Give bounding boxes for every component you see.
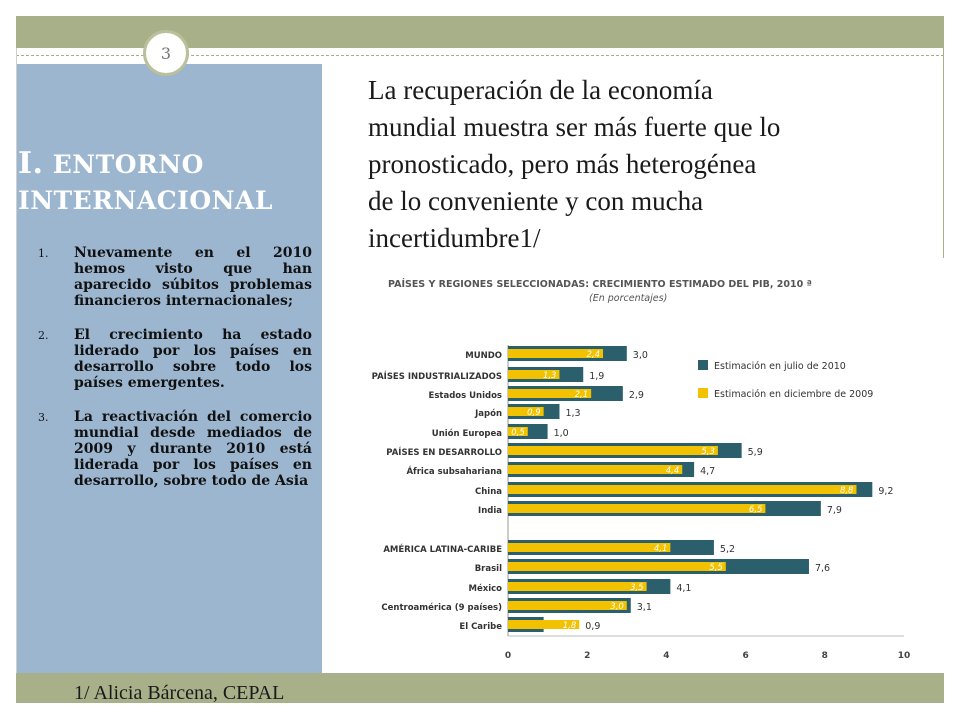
- data-label-july: 1,3: [565, 408, 580, 419]
- data-label-july: 4,1: [676, 583, 691, 594]
- footnote: 1/ Alicia Bárcena, CEPAL: [74, 682, 285, 704]
- section-title-line2: INTERNACIONAL: [18, 186, 273, 215]
- headline-line: de lo conveniente y con mucha: [368, 186, 704, 216]
- right-border: [943, 48, 944, 258]
- data-label-july: 5,2: [720, 544, 735, 555]
- section-title: I. ENTORNO INTERNACIONAL: [18, 146, 318, 219]
- data-label-july: 5,9: [748, 447, 763, 458]
- headline: La recuperación de la economía mundial m…: [368, 72, 938, 257]
- data-label-july: 9,2: [878, 486, 893, 497]
- bottom-band: [16, 673, 944, 703]
- x-tick-label: 0: [505, 651, 511, 661]
- data-label-july: 2,9: [629, 390, 644, 401]
- data-label-july: 0,9: [585, 621, 600, 632]
- category-label: Unión Europea: [432, 428, 502, 439]
- data-label-december: 1,3: [543, 371, 557, 381]
- bar-december: [508, 370, 560, 379]
- bullet-text: El crecimiento ha estado liderado por lo…: [74, 327, 312, 391]
- category-label: China: [475, 487, 502, 497]
- bar-december: [508, 620, 580, 629]
- data-label-december: 5,5: [709, 563, 723, 573]
- data-label-december: 0,5: [511, 428, 525, 438]
- bullet-number: 2.: [38, 329, 49, 342]
- bullet-item: 1. Nuevamente en el 2010 hemos visto que…: [38, 245, 312, 309]
- bullet-number: 1.: [38, 247, 49, 260]
- data-label-december: 2,1: [575, 390, 589, 400]
- data-label-july: 7,6: [815, 563, 830, 574]
- bar-december: [508, 407, 544, 416]
- category-label: Japón: [474, 408, 502, 419]
- category-label: Estados Unidos: [429, 391, 502, 401]
- bar-december: [508, 485, 857, 494]
- category-label: Centroamérica (9 países): [381, 602, 502, 613]
- bar-december: [508, 504, 766, 513]
- data-label-december: 4,1: [654, 544, 668, 554]
- legend-swatch-july: [698, 360, 708, 370]
- x-tick-label: 10: [898, 651, 911, 661]
- legend-label-july: Estimación en julio de 2010: [714, 361, 846, 372]
- data-label-december: 8,8: [840, 486, 854, 496]
- data-label-december: 0,9: [527, 408, 541, 418]
- category-label: AMÉRICA LATINA-CARIBE: [383, 543, 502, 555]
- category-label: África subsahariana: [406, 465, 502, 477]
- bar-december: [508, 562, 726, 571]
- data-label-december: 1,8: [563, 621, 577, 631]
- headline-line: pronosticado, pero más heterogénea: [368, 149, 757, 179]
- data-label-december: 4,4: [666, 466, 680, 476]
- chart-subtitle: (En porcentajes): [589, 293, 667, 304]
- bar-december: [508, 427, 528, 436]
- left-border: [16, 48, 17, 673]
- data-label-july: 3,0: [633, 350, 648, 361]
- headline-line: La recuperación de la economía: [368, 75, 713, 105]
- category-label: PAÍSES EN DESARROLLO: [386, 446, 502, 458]
- x-tick-label: 8: [822, 651, 828, 661]
- bar-december: [508, 446, 718, 455]
- x-tick-label: 2: [584, 651, 590, 661]
- legend-label-december: Estimación en diciembre de 2009: [714, 389, 873, 400]
- bar-december: [508, 601, 627, 610]
- bullet-number: 3.: [38, 411, 49, 424]
- section-title-line1: ENTORNO: [52, 150, 204, 179]
- headline-line: mundial muestra ser más fuerte que lo: [368, 112, 781, 142]
- x-tick-label: 6: [742, 651, 748, 661]
- category-label: El Caribe: [459, 622, 502, 632]
- page-number: 3: [160, 43, 172, 63]
- bar-december: [508, 349, 604, 358]
- page-number-badge: 3: [143, 30, 189, 76]
- category-label: PAÍSES INDUSTRIALIZADOS: [372, 370, 502, 382]
- bar-december: [508, 465, 683, 474]
- section-number: I.: [18, 146, 44, 181]
- data-label-december: 2,4: [587, 350, 601, 360]
- bullet-item: 3. La reactivación del comercio mundial …: [38, 409, 312, 489]
- chart-title: PAÍSES Y REGIONES SELECCIONADAS: CRECIMI…: [388, 278, 812, 290]
- headline-line: incertidumbre1/: [368, 223, 541, 253]
- bullet-text: Nuevamente en el 2010 hemos visto que ha…: [74, 245, 312, 309]
- legend-swatch-december: [698, 388, 708, 398]
- top-dotted-divider: [16, 55, 944, 56]
- bar-december: [508, 543, 671, 552]
- data-label-july: 3,1: [637, 602, 652, 613]
- data-label-july: 1,9: [589, 371, 604, 382]
- x-tick-label: 4: [663, 651, 669, 661]
- category-label: India: [478, 506, 502, 516]
- sidebar-panel: [17, 64, 322, 673]
- bar-december: [508, 582, 647, 591]
- bar-december: [508, 389, 592, 398]
- bullet-text: La reactivación del comercio mundial des…: [74, 409, 312, 489]
- category-label: México: [469, 583, 503, 594]
- data-label-december: 3,0: [610, 602, 624, 612]
- category-label: Brasil: [475, 564, 502, 574]
- data-label-december: 6,5: [749, 505, 763, 515]
- category-label: MUNDO: [465, 351, 502, 361]
- data-label-july: 1,0: [554, 428, 569, 439]
- data-label-july: 7,9: [827, 505, 842, 516]
- data-label-july: 4,7: [700, 466, 715, 477]
- data-label-december: 3,5: [630, 583, 644, 593]
- bullet-item: 2. El crecimiento ha estado liderado por…: [38, 327, 312, 391]
- data-label-december: 5,3: [701, 447, 715, 457]
- bullet-list: 1. Nuevamente en el 2010 hemos visto que…: [38, 245, 312, 507]
